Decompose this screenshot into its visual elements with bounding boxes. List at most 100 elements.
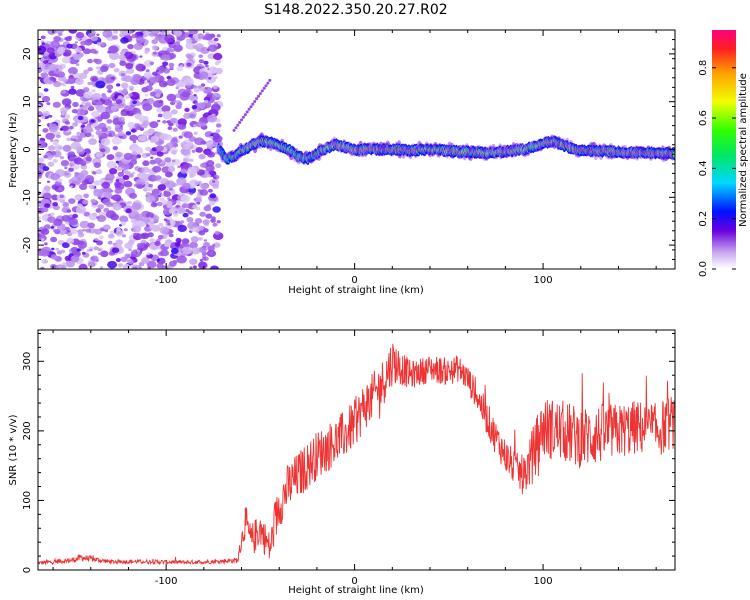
noise-speckle xyxy=(125,208,132,214)
y-tick-label: -10 xyxy=(22,189,33,205)
noise-speckle xyxy=(66,170,70,174)
noise-speckle xyxy=(56,47,65,55)
noise-speckle xyxy=(110,230,115,234)
noise-speckle xyxy=(116,83,121,87)
noise-speckle xyxy=(70,85,75,89)
noise-speckle xyxy=(52,158,58,163)
noise-speckle xyxy=(50,212,55,217)
noise-speckle xyxy=(104,229,109,233)
noise-speckle xyxy=(61,229,67,234)
noise-speckle xyxy=(88,213,98,221)
noise-speckle xyxy=(139,55,143,58)
noise-speckle xyxy=(112,30,119,34)
noise-speckle xyxy=(72,164,80,170)
x-tick-label: 0 xyxy=(351,275,357,286)
noise-speckle xyxy=(180,142,186,147)
noise-speckle xyxy=(163,82,168,86)
noise-speckle xyxy=(188,158,194,162)
noise-speckle xyxy=(182,212,189,218)
noise-speckle xyxy=(110,196,116,200)
noise-speckle xyxy=(151,45,158,51)
snr-panel: -100 0 100 0 100 200 300 Height of straight li… xyxy=(8,329,676,596)
noise-speckle xyxy=(105,210,117,219)
noise-speckle xyxy=(101,95,108,100)
noise-speckle xyxy=(188,34,194,38)
noise-speckle xyxy=(70,246,79,253)
noise-speckle xyxy=(177,118,187,126)
noise-speckle xyxy=(198,154,206,160)
noise-speckle xyxy=(74,171,80,176)
noise-speckle xyxy=(59,156,64,160)
noise-speckle xyxy=(175,237,182,243)
noise-speckle xyxy=(212,180,216,183)
noise-speckle xyxy=(75,63,80,66)
noise-speckle xyxy=(73,54,82,61)
noise-speckle xyxy=(203,33,213,41)
noise-speckle xyxy=(161,54,171,61)
noise-speckle xyxy=(166,204,173,209)
noise-speckle xyxy=(206,204,211,209)
noise-speckle xyxy=(164,157,172,163)
noise-speckle xyxy=(94,125,102,131)
noise-speckle xyxy=(96,33,100,36)
noise-speckle xyxy=(44,260,48,264)
noise-speckle xyxy=(167,222,171,226)
noise-speckle xyxy=(71,109,78,114)
noise-speckle xyxy=(183,78,194,86)
noise-speckle xyxy=(176,255,187,264)
noise-speckle xyxy=(155,145,164,152)
noise-speckle xyxy=(40,115,46,120)
noise-speckle xyxy=(214,76,218,79)
signal-streak xyxy=(240,118,243,122)
noise-speckle xyxy=(109,51,120,60)
noise-speckle xyxy=(72,101,79,108)
noise-speckle xyxy=(58,187,63,191)
noise-speckle xyxy=(212,85,218,90)
noise-speckle xyxy=(68,253,74,257)
spectrogram-y-axis-label: Frequency (Hz) xyxy=(8,112,19,188)
noise-speckle xyxy=(52,101,61,108)
noise-speckle xyxy=(168,62,175,68)
noise-speckle xyxy=(177,165,181,168)
colorbar-gradient xyxy=(712,30,736,269)
noise-speckle xyxy=(158,53,163,56)
noise-speckle xyxy=(47,213,52,217)
signal-streak xyxy=(251,102,255,106)
noise-speckle xyxy=(61,82,67,87)
noise-speckle xyxy=(133,213,144,221)
noise-speckle xyxy=(83,125,93,134)
noise-speckle xyxy=(164,240,172,246)
noise-speckle xyxy=(93,246,99,251)
noise-speckle xyxy=(142,120,150,126)
noise-speckle xyxy=(50,236,58,243)
noise-speckle xyxy=(204,87,208,90)
noise-speckle xyxy=(157,119,161,123)
snr-y-axis-label: SNR (10 * v/v) xyxy=(8,414,19,485)
noise-speckle xyxy=(124,242,133,249)
noise-speckle xyxy=(67,230,71,233)
noise-speckle xyxy=(142,34,147,38)
noise-speckle xyxy=(106,160,117,169)
noise-speckle xyxy=(115,179,120,182)
noise-speckle xyxy=(203,60,209,65)
noise-speckle xyxy=(161,265,166,269)
noise-speckle xyxy=(147,266,151,269)
noise-speckle xyxy=(147,80,151,83)
noise-speckle xyxy=(61,242,70,249)
noise-speckle xyxy=(53,81,62,88)
noise-speckle xyxy=(196,102,206,110)
noise-speckle xyxy=(53,228,58,233)
noise-speckle xyxy=(48,60,52,64)
noise-speckle xyxy=(183,112,192,120)
noise-speckle xyxy=(47,145,56,151)
noise-speckle xyxy=(78,72,88,80)
noise-speckle xyxy=(111,136,122,145)
noise-speckle xyxy=(143,59,154,68)
noise-speckle xyxy=(129,192,138,199)
noise-speckle xyxy=(209,136,214,139)
noise-speckle xyxy=(41,207,49,213)
noise-speckle xyxy=(172,127,178,132)
noise-speckle xyxy=(193,124,197,127)
noise-speckle xyxy=(74,41,78,44)
